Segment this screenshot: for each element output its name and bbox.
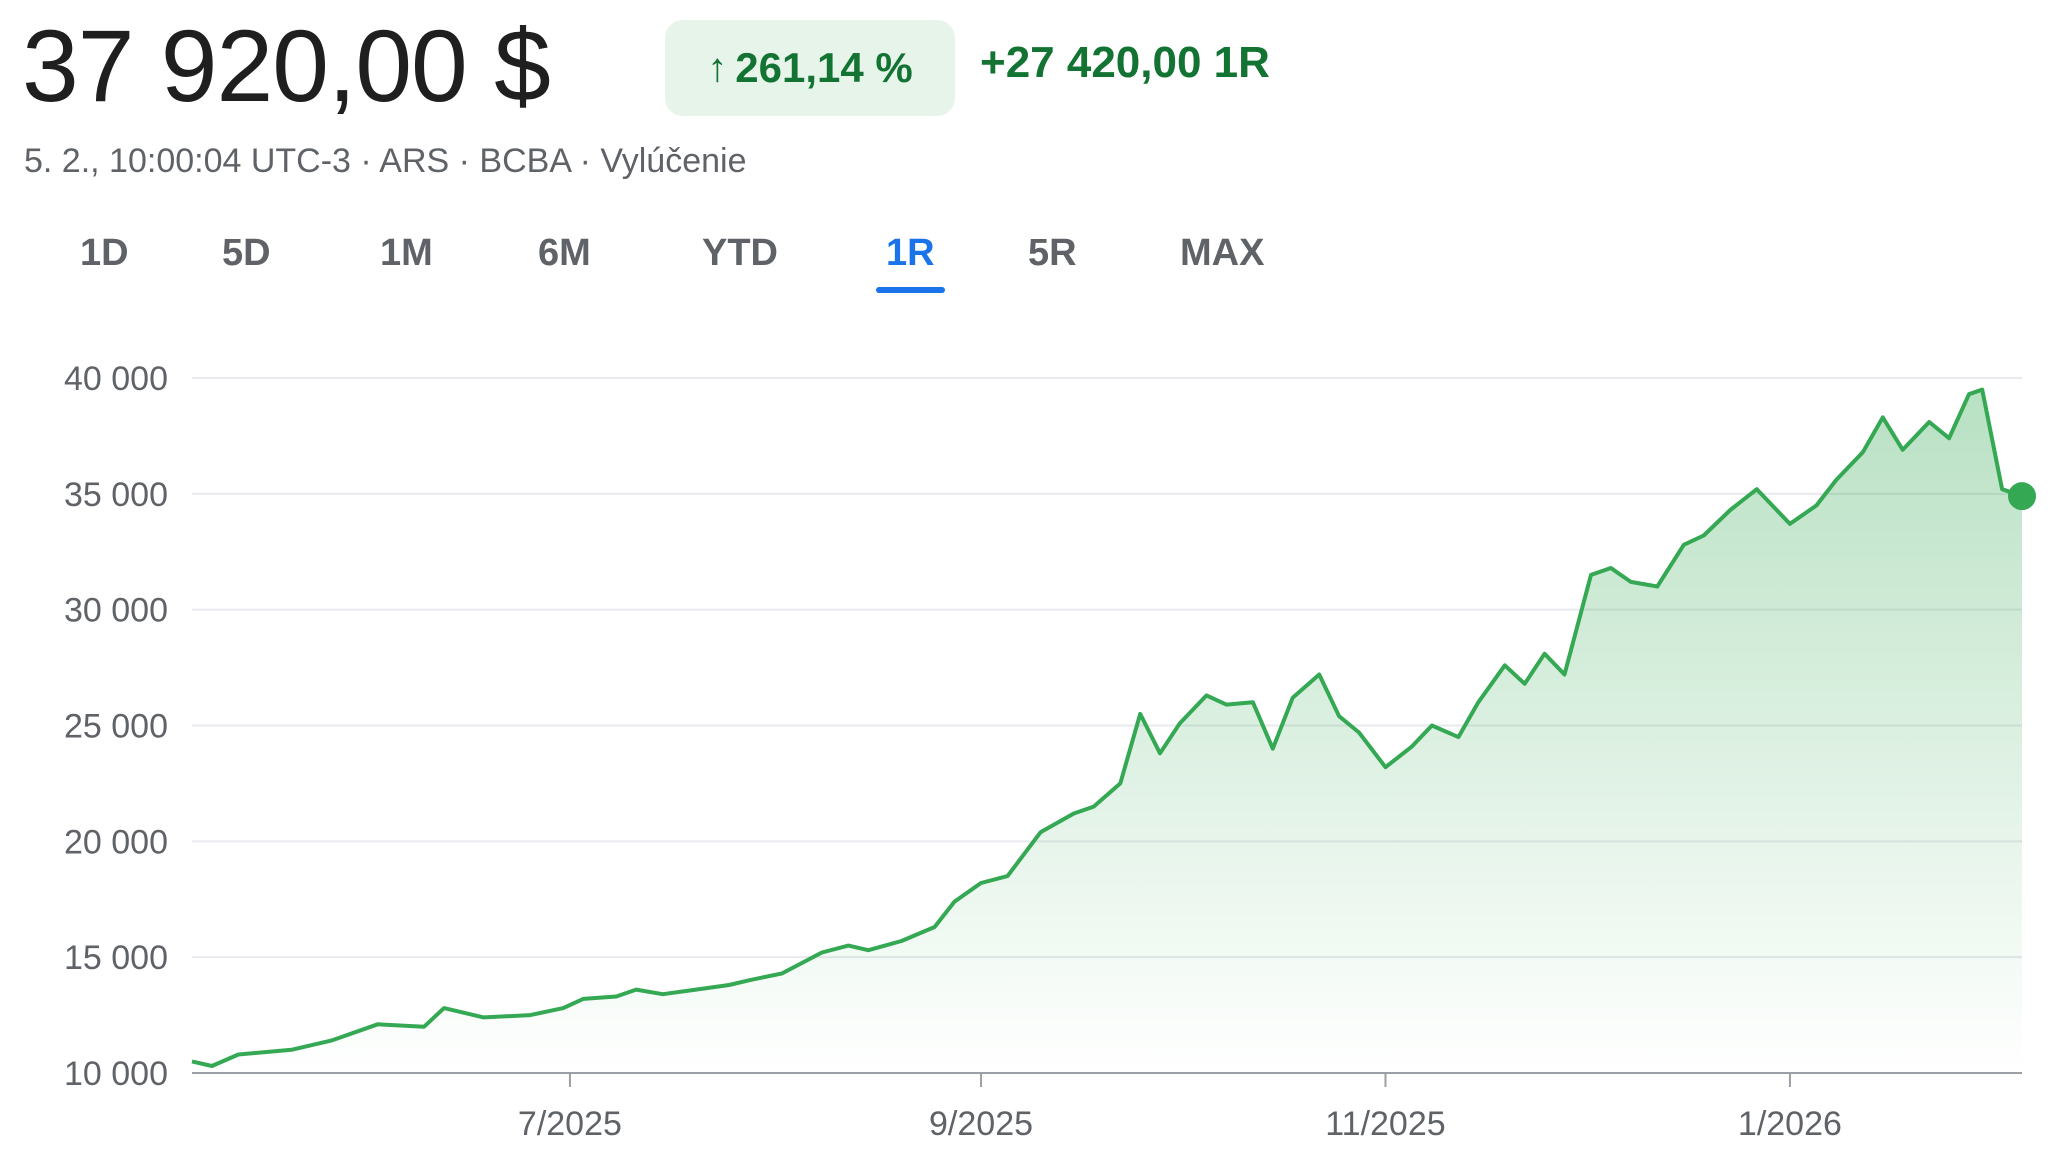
x-axis-ticks: 7/2025 9/2025 11/2025 1/2026: [518, 1073, 1842, 1143]
price-line: [191, 387, 2023, 1068]
tab-1r[interactable]: 1R: [876, 228, 945, 293]
change-percent: 261,14 %: [735, 44, 913, 91]
y-tick-label: 25 000: [64, 708, 168, 746]
change-value: +27 420,00 1R: [980, 38, 1270, 87]
quote-meta: 5. 2., 10:00:04 UTC-3 · ARS · BCBA · Vyl…: [24, 142, 747, 180]
tab-label: 5R: [1028, 232, 1077, 274]
tab-1d[interactable]: 1D: [70, 228, 139, 279]
y-tick-label: 15 000: [64, 939, 168, 977]
y-tick-label: 20 000: [64, 823, 168, 861]
tab-label: YTD: [702, 232, 778, 274]
y-tick-label: 35 000: [64, 476, 168, 514]
tab-label: 1M: [380, 232, 433, 274]
tab-label: 1D: [80, 232, 129, 274]
price-area: [192, 389, 2022, 1074]
tab-ytd[interactable]: YTD: [692, 228, 788, 279]
change-percent-badge: ↑ 261,14 %: [665, 20, 955, 116]
x-tick-label: 11/2025: [1325, 1105, 1445, 1143]
tab-label: MAX: [1180, 232, 1265, 274]
price-chart[interactable]: 10 000 15 000 20 000 25 000 30 000 35 000 40 0…: [0, 340, 2048, 1160]
tab-5d[interactable]: 5D: [212, 228, 281, 279]
tab-5r[interactable]: 5R: [1018, 228, 1087, 279]
tab-label: 6M: [538, 232, 591, 274]
y-axis-labels: 10 000 15 000 20 000 25 000 30 000 35 000 40 0…: [64, 360, 168, 1093]
y-tick-label: 40 000: [64, 360, 168, 398]
y-tick-label: 10 000: [64, 1055, 168, 1093]
x-tick-label: 9/2025: [929, 1105, 1033, 1143]
tab-1m[interactable]: 1M: [370, 228, 443, 279]
arrow-up-icon: ↑: [707, 45, 728, 90]
tab-label: 5D: [222, 232, 271, 274]
tab-label: 1R: [886, 232, 935, 274]
x-tick-label: 1/2026: [1738, 1105, 1842, 1143]
price: 37 920,00 $: [22, 9, 551, 123]
last-price-dot[interactable]: [2008, 482, 2036, 511]
y-tick-label: 30 000: [64, 592, 168, 630]
active-tab-indicator: [876, 287, 945, 293]
tab-6m[interactable]: 6M: [528, 228, 601, 279]
tab-max[interactable]: MAX: [1170, 228, 1274, 279]
x-tick-label: 7/2025: [518, 1105, 622, 1143]
